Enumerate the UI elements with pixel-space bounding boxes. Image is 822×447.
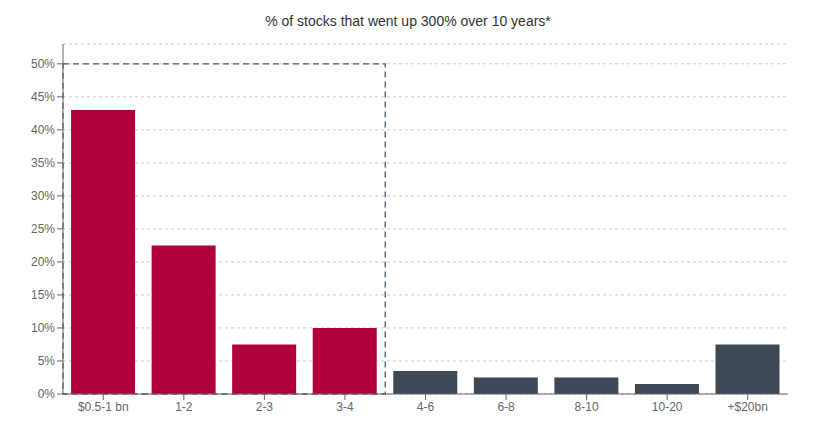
svg-text:+$20bn: +$20bn	[728, 400, 768, 414]
svg-text:1-2: 1-2	[175, 400, 193, 414]
svg-text:20%: 20%	[31, 255, 55, 269]
svg-text:30%: 30%	[31, 189, 55, 203]
svg-text:4-6: 4-6	[417, 400, 435, 414]
svg-text:45%: 45%	[31, 90, 55, 104]
svg-text:5%: 5%	[38, 354, 56, 368]
svg-text:3-4: 3-4	[336, 400, 354, 414]
svg-text:2-3: 2-3	[256, 400, 274, 414]
html-text:% of stocks that went up 300%: % of stocks that went up 300% over 10 ye…	[265, 13, 551, 29]
svg-text:10%: 10%	[31, 321, 55, 335]
svg-text:15%: 15%	[31, 288, 55, 302]
svg-text:50%: 50%	[31, 57, 55, 71]
svg-text:0%: 0%	[38, 387, 56, 401]
svg-text:10-20: 10-20	[652, 400, 683, 414]
svg-text:6-8: 6-8	[497, 400, 515, 414]
svg-text:40%: 40%	[31, 123, 55, 137]
svg-text:25%: 25%	[31, 222, 55, 236]
svg-text:35%: 35%	[31, 156, 55, 170]
svg-text:8-10: 8-10	[575, 400, 599, 414]
svg-text:$0.5-1 bn: $0.5-1 bn	[78, 400, 129, 414]
